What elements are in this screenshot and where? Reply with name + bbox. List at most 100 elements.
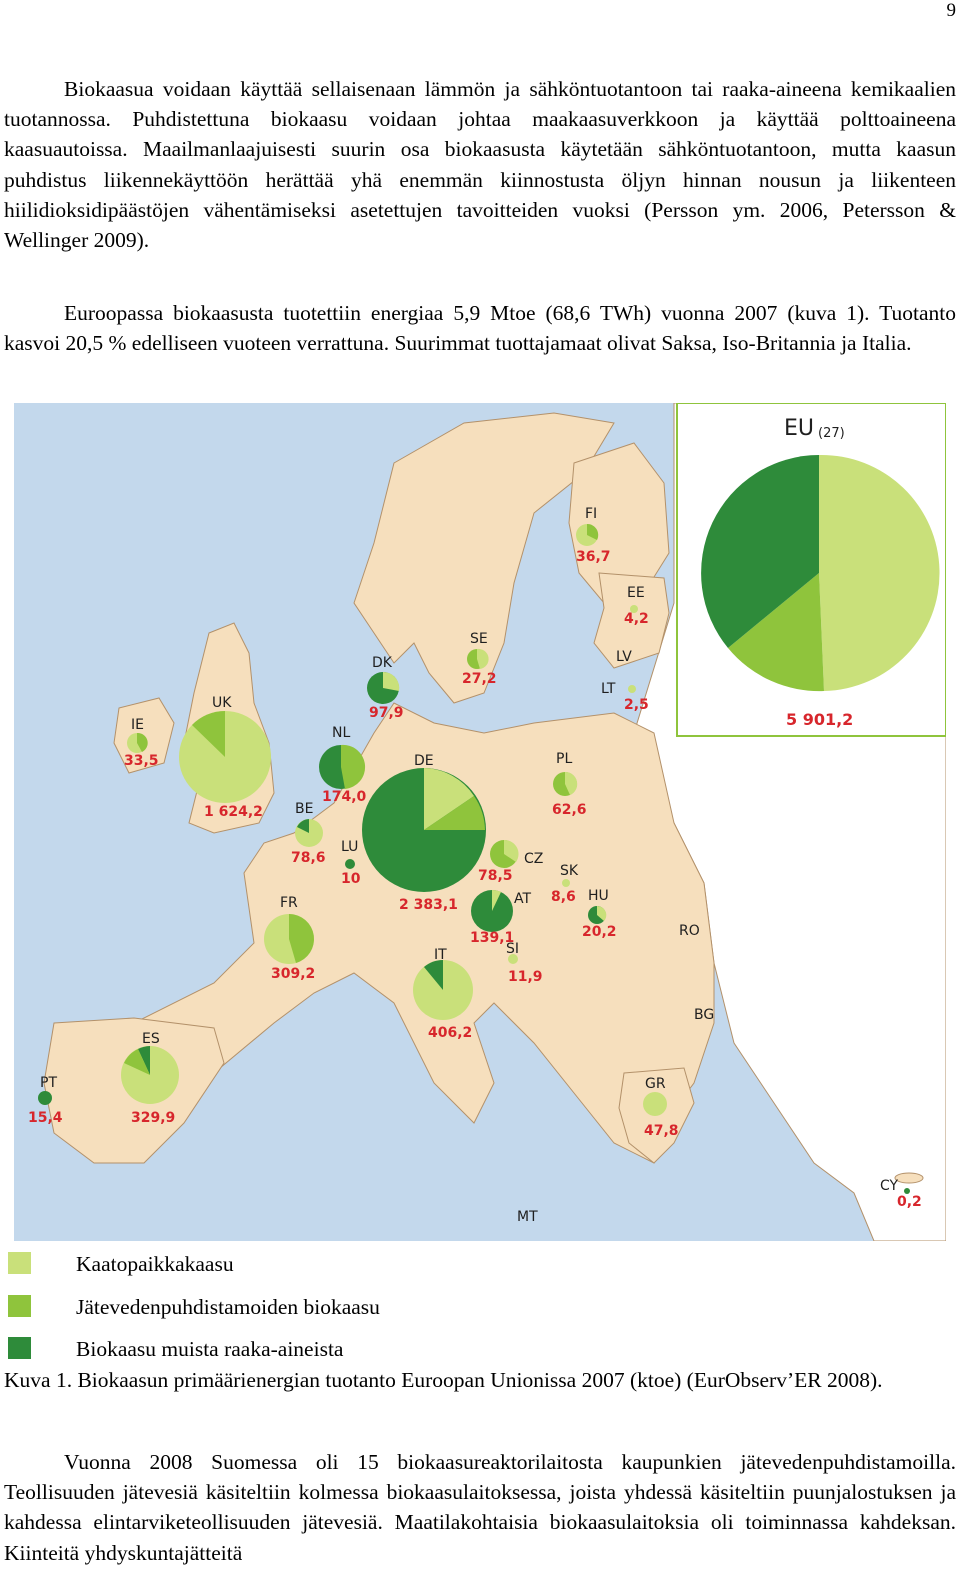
pie-lu (345, 859, 355, 869)
country-value-de: 2 383,1 (399, 897, 458, 913)
country-code-si: SI (506, 941, 519, 957)
country-code-mt: MT (517, 1209, 538, 1225)
legend-label-landfill: Kaatopaikkakaasu (76, 1252, 234, 1276)
country-value-es: 329,9 (131, 1110, 175, 1126)
pie-uk (179, 711, 271, 803)
country-code-ie: IE (131, 717, 144, 733)
pie-pl (553, 771, 578, 796)
country-code-de: DE (414, 753, 434, 769)
figure-caption: Kuva 1. Biokaasun primäärienergian tuota… (4, 1368, 883, 1392)
pie-sk (562, 879, 570, 887)
paragraph-2-text: Euroopassa biokaasusta tuotettiin energi… (4, 301, 956, 356)
pie-es (121, 1046, 179, 1104)
pie-cz (490, 839, 519, 868)
country-value-ie: 33,5 (124, 753, 159, 769)
country-code-uk: UK (212, 695, 232, 711)
country-code-be: BE (295, 801, 313, 817)
legend-swatch-sewage (8, 1295, 31, 1317)
country-code-pt: PT (40, 1075, 57, 1091)
pie-si (508, 954, 518, 964)
pie-cy (904, 1188, 910, 1194)
paragraph-1-text: Biokaasua voidaan käyttää sellaisenaan l… (4, 77, 956, 253)
country-code-fr: FR (280, 895, 298, 911)
country-value-pl: 62,6 (552, 802, 587, 818)
country-value-uk: 1 624,2 (204, 804, 263, 820)
country-value-gr: 47,8 (644, 1123, 679, 1139)
country-code-at: AT (514, 891, 531, 907)
pie-nl (319, 744, 366, 789)
country-value-lu: 10 (341, 871, 361, 887)
country-code-fi: FI (585, 506, 597, 522)
pie-it (413, 960, 473, 1020)
land-norway-sweden (353, 412, 615, 704)
country-code-cy: CY (880, 1178, 899, 1194)
legend-swatch-other (8, 1337, 31, 1359)
country-code-cz: CZ (524, 851, 543, 867)
country-code-it: IT (434, 947, 447, 963)
paragraph-2: Euroopassa biokaasusta tuotettiin energi… (4, 298, 956, 358)
country-value-si: 11,9 (508, 969, 543, 985)
eu-inset-title-sub: (27) (818, 426, 845, 441)
country-value-ee: 4,2 (624, 611, 649, 627)
country-code-hu: HU (588, 888, 609, 904)
country-code-lv: LV (616, 649, 632, 665)
legend-label-sewage: Jätevedenpuhdistamoiden biokaasu (76, 1295, 380, 1319)
europe-biogas-map: EU (27) 5 901,2 (14, 403, 946, 1241)
country-value-lt: 2,5 (624, 697, 649, 713)
country-code-gr: GR (645, 1076, 666, 1092)
country-value-fr: 309,2 (271, 966, 315, 982)
paragraph-1: Biokaasua voidaan käyttää sellaisenaan l… (4, 74, 956, 255)
country-code-ro: RO (679, 923, 700, 939)
country-code-dk: DK (372, 655, 393, 671)
pie-gr (643, 1092, 667, 1116)
pie-lt (628, 685, 636, 693)
country-code-lt: LT (601, 681, 616, 697)
country-code-sk: SK (560, 863, 579, 879)
pie-se (467, 648, 489, 669)
country-value-pt: 15,4 (28, 1110, 63, 1126)
paragraph-3-text: Vuonna 2008 Suomessa oli 15 biokaasureak… (4, 1450, 956, 1565)
land-baltics (593, 572, 670, 669)
country-pies (38, 523, 910, 1194)
pie-at (471, 889, 513, 932)
country-value-se: 27,2 (462, 671, 497, 687)
country-value-be: 78,6 (291, 850, 326, 866)
country-code-bg: BG (694, 1007, 714, 1023)
pie-ie (127, 732, 148, 753)
country-value-cz: 78,5 (478, 868, 513, 884)
paragraph-3: Vuonna 2008 Suomessa oli 15 biokaasureak… (4, 1447, 956, 1568)
eu-pie-chart (701, 454, 940, 692)
country-value-cy: 0,2 (897, 1194, 922, 1210)
pie-pt (38, 1091, 52, 1105)
country-value-sk: 8,6 (551, 889, 576, 905)
pie-ee (630, 605, 638, 613)
eu-pie-slice-other (701, 455, 819, 648)
country-code-nl: NL (332, 725, 350, 741)
country-code-lu: LU (341, 839, 358, 855)
eu-pie-slice-sewage (728, 573, 824, 692)
country-value-at: 139,1 (470, 930, 514, 946)
pie-fr (264, 914, 315, 964)
eu-inset-title: EU (784, 416, 814, 441)
pie-dk (367, 671, 400, 704)
country-value-dk: 97,9 (369, 705, 404, 721)
legend-label-other: Biokaasu muista raaka-aineista (76, 1337, 344, 1361)
country-value-it: 406,2 (428, 1025, 472, 1041)
eu-inset-value: 5 901,2 (786, 710, 853, 729)
legend-swatch-landfill (8, 1252, 31, 1274)
land-cyprus (894, 1172, 924, 1184)
pie-fi (576, 523, 599, 546)
page-number: 9 (946, 0, 957, 21)
pie-de (362, 768, 486, 892)
country-code-se: SE (470, 631, 488, 647)
eu-pie-slice-landfill (819, 454, 940, 691)
pie-hu (588, 905, 607, 924)
country-value-nl: 174,0 (322, 789, 367, 805)
pie-be (295, 819, 323, 847)
country-code-pl: PL (556, 751, 572, 767)
country-code-ee: EE (627, 585, 645, 601)
country-value-hu: 20,2 (582, 924, 617, 940)
country-value-fi: 36,7 (576, 549, 611, 565)
country-code-es: ES (142, 1031, 160, 1047)
